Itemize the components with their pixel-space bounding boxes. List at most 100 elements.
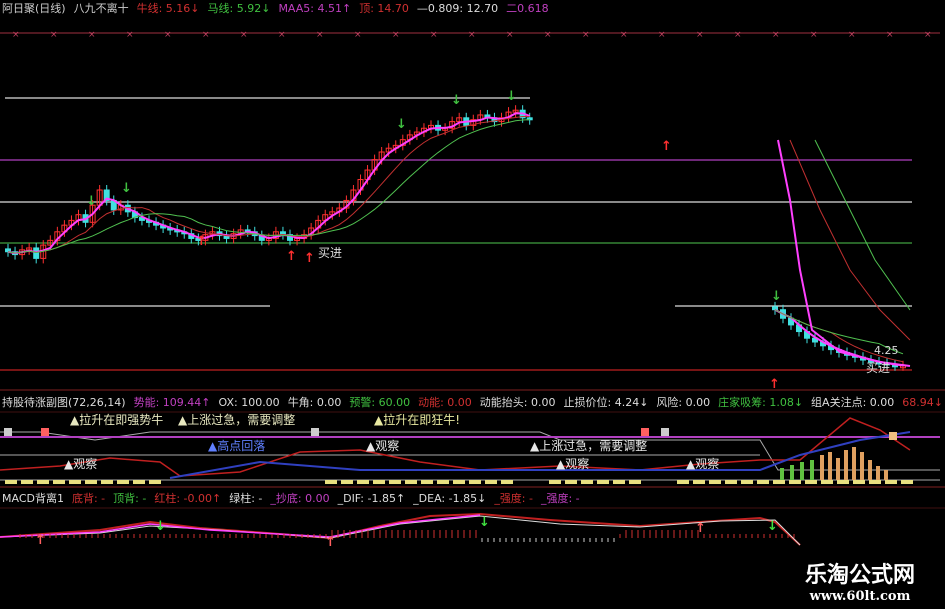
signal-bar xyxy=(469,480,481,484)
signal-bar xyxy=(725,480,737,484)
signal-bar xyxy=(133,480,145,484)
watermark-url: www.60lt.com xyxy=(809,589,911,604)
indicator-value: _DEA: -1.85↓ xyxy=(413,491,487,505)
indicator-value: 二0.618 xyxy=(506,2,549,15)
candle xyxy=(512,109,519,113)
signal-arrow-icon: ↑ xyxy=(325,535,336,550)
signal-arrow-icon: ↓ xyxy=(121,181,132,196)
indicator-value: 持股待涨副图(72,26,14) xyxy=(2,396,126,409)
volume-bar xyxy=(876,466,880,480)
signal-arrow-icon: ↑ xyxy=(661,139,672,154)
signal-bar xyxy=(405,480,417,484)
cross-marker: × xyxy=(886,30,894,40)
signal-bar xyxy=(37,480,49,484)
cross-marker: × xyxy=(468,30,476,40)
signal-label: ▲上涨过急，需要调整 xyxy=(178,413,296,427)
cross-marker: × xyxy=(354,30,362,40)
signal-label: ▲拉升在即强势牛 xyxy=(70,413,164,427)
ma-long-line xyxy=(774,309,904,355)
marker-icon xyxy=(641,428,649,436)
signal-bar xyxy=(757,480,769,484)
signal-bar xyxy=(693,480,705,484)
cross-marker: × xyxy=(620,30,628,40)
signal-bar xyxy=(53,480,65,484)
signal-arrow-icon: ↑ xyxy=(769,377,780,392)
indicator-value: 牛线: 5.16↓ xyxy=(136,2,200,15)
indicator-value: 牛角: 0.00 xyxy=(287,396,342,409)
signal-arrow-icon: ↓ xyxy=(155,519,166,534)
indicator-value: 风险: 0.00 xyxy=(656,396,711,409)
signal-bar xyxy=(101,480,113,484)
signal-bar xyxy=(805,480,817,484)
signal-arrow-icon: ↓ xyxy=(86,194,97,209)
dea-line xyxy=(0,515,801,546)
signal-arrow-icon: ↑ xyxy=(35,533,46,548)
cross-marker: × xyxy=(544,30,552,40)
main-chart-header: 阿日聚(日线) 八九不离十 牛线: 5.16↓ 马线: 5.92↓ MAA5: 4.51… xyxy=(0,0,549,16)
indicator-value: 顶背: - xyxy=(113,492,147,505)
candle xyxy=(89,204,96,223)
signal-bar xyxy=(5,480,17,484)
volume-bar xyxy=(790,465,794,480)
signal-bar xyxy=(485,480,497,484)
signal-bar xyxy=(901,480,913,484)
signal-bar xyxy=(117,480,129,484)
volume-bar xyxy=(780,468,784,480)
buy-signal-label: 买进 xyxy=(866,361,891,375)
signal-bar xyxy=(325,480,337,484)
signal-bar xyxy=(709,480,721,484)
macd-header: MACD背离1 底背: - 顶背: - 红柱: -0.00↑ 绿柱: - _抄底: 0.0… xyxy=(0,490,580,506)
marker-icon xyxy=(661,428,669,436)
signal-bar xyxy=(773,480,785,484)
cross-marker: × xyxy=(582,30,590,40)
cross-marker: × xyxy=(50,30,58,40)
indicator-value: OX: 100.00 xyxy=(218,395,280,409)
signal-label: ▲观察 xyxy=(556,457,590,471)
candle xyxy=(47,239,54,246)
signal-label: ▲上涨过急，需要调整 xyxy=(530,439,648,453)
cross-marker: × xyxy=(848,30,856,40)
indicator-value: 红柱: -0.00↑ xyxy=(154,492,222,505)
descending-line xyxy=(814,139,911,311)
dif-line xyxy=(0,512,801,546)
indicator-value: 68.94↓ xyxy=(902,395,943,409)
indicator-value: 八九不离十 xyxy=(73,2,129,15)
signal-arrow-icon: ↓ xyxy=(451,93,462,108)
macd-line xyxy=(0,514,481,538)
cross-marker: × xyxy=(658,30,666,40)
marker-icon xyxy=(41,428,49,436)
sub-indicator-header: 持股待涨副图(72,26,14) 势能: 109.44↑ OX: 100.00 牛角:… xyxy=(0,394,943,410)
watermark: 乐淘公式网 www.60lt.com xyxy=(775,553,945,609)
indicator-value: 庄家吸筹: 1.08↓ xyxy=(718,396,804,409)
signal-bar xyxy=(629,480,641,484)
signal-bar xyxy=(437,480,449,484)
cross-marker: × xyxy=(734,30,742,40)
signal-bar xyxy=(869,480,881,484)
cross-marker: × xyxy=(240,30,248,40)
signal-bar xyxy=(501,480,513,484)
signal-arrow-icon: ↓ xyxy=(479,515,490,530)
indicator-value: _抄底: 0.00 xyxy=(270,492,330,505)
signal-bar xyxy=(581,480,593,484)
signal-arrow-icon: ↓ xyxy=(771,289,782,304)
signal-bar xyxy=(69,480,81,484)
signal-bar xyxy=(21,480,33,484)
signal-bar xyxy=(149,480,161,484)
indicator-value: MAA5: 4.51↑ xyxy=(278,1,352,15)
signal-label: ▲观察 xyxy=(686,457,720,471)
cross-marker: × xyxy=(164,30,172,40)
volume-bar xyxy=(860,452,864,480)
signal-label: ▲观察 xyxy=(64,457,98,471)
indicator-value: 预警: 60.00 xyxy=(349,396,411,409)
signal-bar xyxy=(373,480,385,484)
buy-signal-label: 买进 xyxy=(318,246,343,260)
descending-line xyxy=(789,139,911,341)
volume-bar xyxy=(844,450,848,480)
candle xyxy=(470,119,477,126)
descending-line xyxy=(777,139,911,367)
cross-marker: × xyxy=(278,30,286,40)
indicator-value: _强度: - xyxy=(540,492,580,505)
signal-bar xyxy=(789,480,801,484)
marker-icon xyxy=(311,428,319,436)
